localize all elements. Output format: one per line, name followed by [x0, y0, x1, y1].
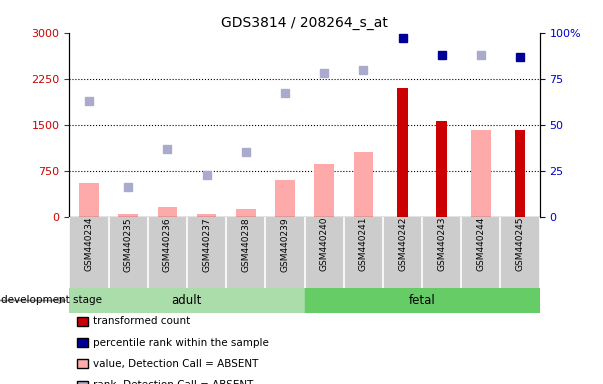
- Text: GSM440243: GSM440243: [437, 217, 446, 271]
- Text: GSM440242: GSM440242: [398, 217, 407, 271]
- Text: development stage: development stage: [1, 295, 102, 306]
- Bar: [197, 214, 216, 217]
- Text: value, Detection Call = ABSENT: value, Detection Call = ABSENT: [93, 359, 259, 369]
- Bar: [275, 180, 295, 217]
- Bar: [437, 121, 447, 217]
- Text: transformed count: transformed count: [93, 316, 191, 326]
- Bar: [69, 288, 305, 313]
- Text: adult: adult: [172, 294, 202, 307]
- Text: GSM440235: GSM440235: [124, 217, 133, 271]
- Bar: [236, 209, 256, 217]
- Text: GSM440238: GSM440238: [241, 217, 250, 271]
- Bar: [471, 130, 491, 217]
- Bar: [397, 88, 408, 217]
- Text: GSM440237: GSM440237: [202, 217, 211, 271]
- Text: GSM440245: GSM440245: [516, 217, 525, 271]
- Text: GSM440241: GSM440241: [359, 217, 368, 271]
- Bar: [353, 152, 373, 217]
- Text: fetal: fetal: [409, 294, 435, 307]
- Text: GSM440236: GSM440236: [163, 217, 172, 271]
- Bar: [305, 288, 540, 313]
- Text: GSM440239: GSM440239: [280, 217, 289, 271]
- Text: GSM440234: GSM440234: [84, 217, 93, 271]
- Bar: [157, 207, 177, 217]
- Text: rank, Detection Call = ABSENT: rank, Detection Call = ABSENT: [93, 380, 254, 384]
- Bar: [515, 130, 525, 217]
- Bar: [79, 182, 99, 217]
- Bar: [314, 164, 334, 217]
- Bar: [118, 214, 138, 217]
- Text: GSM440244: GSM440244: [476, 217, 485, 271]
- Text: percentile rank within the sample: percentile rank within the sample: [93, 338, 270, 348]
- Title: GDS3814 / 208264_s_at: GDS3814 / 208264_s_at: [221, 16, 388, 30]
- Text: GSM440240: GSM440240: [320, 217, 329, 271]
